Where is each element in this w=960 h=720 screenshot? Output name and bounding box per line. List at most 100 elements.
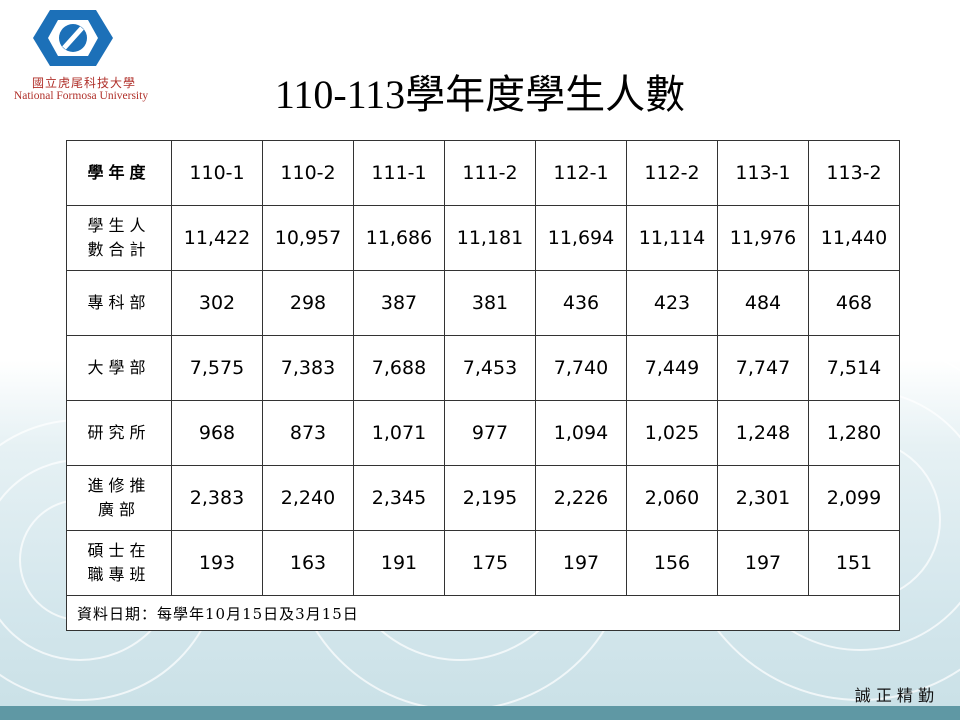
- cell: 193: [171, 530, 263, 596]
- cell: 7,747: [717, 335, 809, 401]
- cell: 7,575: [171, 335, 263, 401]
- cell-text: 163: [289, 552, 327, 574]
- cell-text: 111-2: [462, 162, 518, 184]
- cell-text: 387: [380, 292, 418, 314]
- cell-text: 2,240: [280, 487, 336, 509]
- logo-text-zh: 國立虎尾科技大學: [31, 76, 136, 90]
- cell-text: 2,345: [371, 487, 427, 509]
- row-label: 學生人數合計: [87, 216, 151, 259]
- cell: 2,345: [353, 465, 445, 531]
- cell-text: 111-1: [371, 162, 427, 184]
- cell-text: 11,976: [729, 227, 797, 249]
- cell: 2,240: [262, 465, 354, 531]
- row-label-cell: 學生人數合計: [66, 205, 172, 271]
- cell-text: 1,094: [553, 422, 609, 444]
- cell-text: 7,449: [644, 357, 700, 379]
- cell: 2,383: [171, 465, 263, 531]
- cell-text: 968: [198, 422, 236, 444]
- row-label-cell: 專科部: [66, 270, 172, 336]
- cell: 468: [808, 270, 900, 336]
- cell: 7,449: [626, 335, 718, 401]
- note: 資料日期：每學年10月15日及3月15日: [66, 595, 900, 631]
- cell-text: 302: [198, 292, 236, 314]
- cell-text: 873: [289, 422, 327, 444]
- cell: 2,226: [535, 465, 627, 531]
- cell: 7,688: [353, 335, 445, 401]
- cell: 10,957: [262, 205, 354, 271]
- cell: 11,422: [171, 205, 263, 271]
- cell: 298: [262, 270, 354, 336]
- cell: 2,099: [808, 465, 900, 531]
- cell: 1,248: [717, 400, 809, 466]
- cell-text: 1,025: [644, 422, 700, 444]
- cell-text: 112-1: [553, 162, 609, 184]
- cell-text: 7,453: [462, 357, 518, 379]
- cell-text: 110-2: [280, 162, 336, 184]
- cell: 2,301: [717, 465, 809, 531]
- cell-text: 113-2: [826, 162, 882, 184]
- title: 110-113學年度學生人數: [274, 72, 686, 117]
- cell: 1,071: [353, 400, 445, 466]
- cell: 113-1: [717, 140, 809, 206]
- cell-text: 7,747: [735, 357, 791, 379]
- cell: 197: [717, 530, 809, 596]
- cell: 191: [353, 530, 445, 596]
- cell: 977: [444, 400, 536, 466]
- logo-text-en: National Formosa University: [13, 90, 149, 102]
- logo: [33, 10, 113, 66]
- cell: 11,976: [717, 205, 809, 271]
- cell-text: 197: [562, 552, 600, 574]
- cell-text: 436: [562, 292, 600, 314]
- row-label-cell: 大學部: [66, 335, 172, 401]
- cell-text: 7,740: [553, 357, 609, 379]
- cell: 1,094: [535, 400, 627, 466]
- row-label: 碩士在職專班: [87, 541, 151, 584]
- cell-text: 191: [380, 552, 418, 574]
- cell-text: 381: [471, 292, 509, 314]
- cell: 11,686: [353, 205, 445, 271]
- cell: 163: [262, 530, 354, 596]
- cell-text: 151: [835, 552, 873, 574]
- cell-text: 197: [744, 552, 782, 574]
- cell-text: 113-1: [735, 162, 791, 184]
- cell-text: 423: [653, 292, 691, 314]
- cell-text: 1,071: [371, 422, 427, 444]
- row-label: 大學部: [87, 358, 151, 377]
- cell: 484: [717, 270, 809, 336]
- row-label-cell: 進修推廣部: [66, 465, 172, 531]
- cell-text: 977: [471, 422, 509, 444]
- cell-text: 193: [198, 552, 236, 574]
- cell-text: 1,280: [826, 422, 882, 444]
- cell: 873: [262, 400, 354, 466]
- cell-text: 2,060: [644, 487, 700, 509]
- cell: 11,114: [626, 205, 718, 271]
- cell: 7,740: [535, 335, 627, 401]
- table-row: 進修推廣部 2,383 2,240 2,345 2,195 2,226 2,060 2,301…: [66, 465, 900, 531]
- cell-text: 11,114: [638, 227, 706, 249]
- cell: 1,025: [626, 400, 718, 466]
- cell-text: 1,248: [735, 422, 791, 444]
- cell-text: 11,686: [365, 227, 433, 249]
- cell: 112-1: [535, 140, 627, 206]
- cell-text: 468: [835, 292, 873, 314]
- cell: 151: [808, 530, 900, 596]
- note-row: 資料日期：每學年10月15日及3月15日: [66, 595, 900, 631]
- row-label: 學年度: [87, 163, 151, 182]
- cell: 7,514: [808, 335, 900, 401]
- cell-text: 2,226: [553, 487, 609, 509]
- cell: 111-2: [444, 140, 536, 206]
- cell: 175: [444, 530, 536, 596]
- cell: 387: [353, 270, 445, 336]
- cell: 436: [535, 270, 627, 336]
- row-label: 進修推廣部: [87, 476, 151, 519]
- cell-text: 10,957: [274, 227, 342, 249]
- cell: 2,195: [444, 465, 536, 531]
- cell-text: 156: [653, 552, 691, 574]
- cell: 110-2: [262, 140, 354, 206]
- cell-text: 298: [289, 292, 327, 314]
- cell: 11,181: [444, 205, 536, 271]
- cell-text: 7,575: [189, 357, 245, 379]
- cell: 7,453: [444, 335, 536, 401]
- table-row: 專科部 302 298 387 381 436 423 484 468: [66, 270, 900, 336]
